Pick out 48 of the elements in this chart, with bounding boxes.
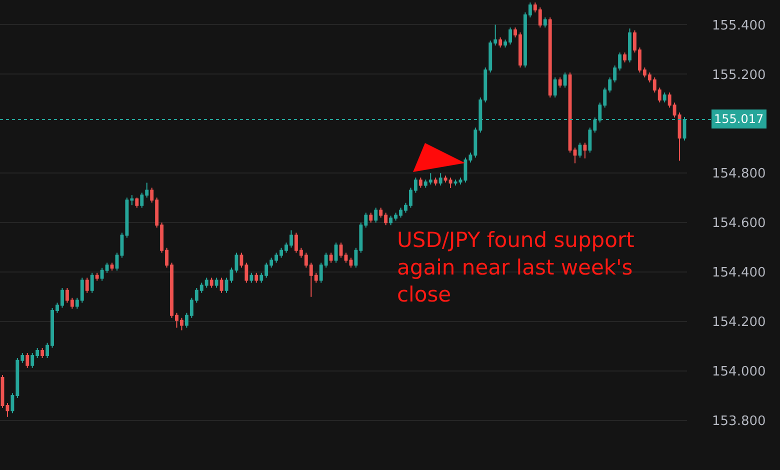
y-tick-label: 154.200 [712,315,766,330]
candlestick [438,172,442,186]
y-tick-label: 153.800 [712,414,766,430]
candlestick [210,277,214,288]
candlestick [558,76,562,88]
candlestick [573,147,577,164]
candlestick [135,197,139,208]
candlestick [623,52,626,63]
candlestick [339,242,343,258]
candlestick [583,142,587,159]
candlestick [374,207,378,224]
candlestick [418,177,422,188]
candlestick [662,92,666,103]
candlestick [628,28,632,63]
y-tick-label: 155.200 [712,68,766,83]
candlestick [458,177,462,186]
candlestick [110,262,114,272]
candlestick [369,212,373,224]
candlestick [220,277,224,294]
candlestick [85,277,89,294]
candlestick [230,267,234,284]
candlestick [6,402,10,418]
y-tick-label: 155.400 [712,18,766,34]
candlestick [95,272,99,282]
candlestick [498,36,502,48]
candlestick [40,348,44,358]
candlestick [334,242,338,264]
candlestick [329,252,333,264]
candlestick [543,16,547,28]
candlestick [578,142,582,158]
y-tick-label: 154.000 [712,364,766,380]
candlestick [434,177,438,186]
candlestick [214,277,218,288]
candlestick [563,72,567,88]
candlestick [250,272,254,284]
candlestick [254,272,258,284]
candlestick [349,257,353,268]
candlestick [90,272,94,294]
candlestick [454,179,458,186]
candlestick [548,16,552,98]
y-tick-label: 154.600 [712,216,766,232]
candlestick [224,277,228,294]
annotation: USD/JPY found support again near last week's close [397,228,634,307]
candlestick [553,76,557,98]
candlestick [26,352,30,368]
ref-line-label: 155.017 [714,112,764,126]
y-tick-label: 154.400 [712,266,766,281]
y-tick-label: 154.800 [712,166,766,182]
